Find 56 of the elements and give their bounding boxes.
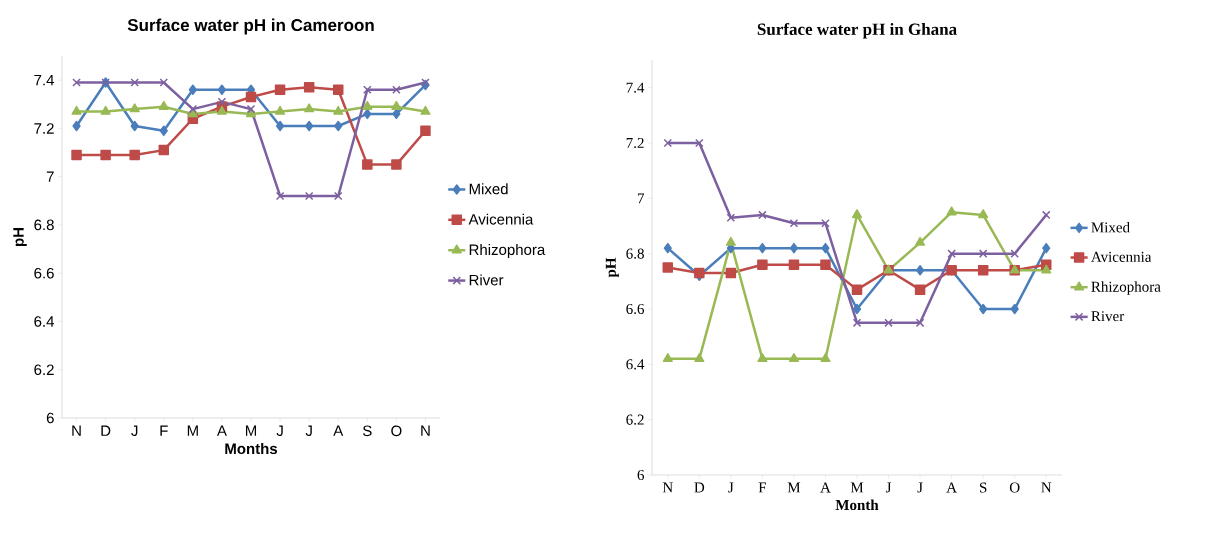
- y-tick-label: 6.2: [34, 364, 54, 376]
- x-tick-label: D: [101, 425, 111, 436]
- x-tick-label: J: [728, 482, 734, 493]
- x-axis-title: Month: [835, 499, 879, 511]
- legend-label: Rhizophora: [1091, 281, 1161, 295]
- y-tick-label: 7: [46, 171, 54, 182]
- y-tick-label: 6.6: [626, 303, 645, 315]
- y-tick-label: 6.8: [34, 219, 54, 231]
- legend-label: Mixed: [1091, 221, 1130, 233]
- x-tick-label: S: [362, 425, 372, 437]
- chart-title: Surface water pH in Ghana: [757, 22, 957, 39]
- x-tick-label: J: [305, 425, 312, 436]
- legend-label: Mixed: [469, 183, 508, 195]
- x-tick-label: J: [917, 482, 923, 493]
- legend-label: Avicennia: [1091, 251, 1152, 262]
- x-tick-label: N: [662, 482, 673, 493]
- x-tick-label: F: [758, 482, 767, 493]
- legend-label: River: [1091, 311, 1125, 322]
- x-tick-label: M: [187, 425, 198, 436]
- x-tick-label: A: [946, 482, 957, 493]
- chart-title: Surface water pH in Cameroon: [127, 18, 374, 35]
- x-tick-label: J: [276, 425, 283, 436]
- y-tick-label: 6: [637, 469, 645, 481]
- legend-label: Rhizophora: [469, 244, 546, 258]
- x-tick-label: N: [1041, 482, 1052, 493]
- y-tick-label: 7.2: [34, 123, 54, 134]
- x-tick-label: O: [391, 425, 402, 437]
- x-tick-label: M: [245, 425, 257, 436]
- y-axis-title: pH: [13, 228, 27, 247]
- y-tick-label: 6.6: [34, 267, 54, 279]
- x-tick-label: N: [72, 425, 81, 436]
- x-tick-label: F: [160, 425, 168, 436]
- x-tick-label: D: [694, 482, 705, 493]
- y-tick-label: 7.4: [626, 82, 645, 93]
- y-tick-label: 7: [637, 193, 645, 204]
- x-tick-label: S: [980, 482, 987, 493]
- x-tick-label: M: [787, 482, 801, 493]
- x-tick-label: J: [885, 482, 892, 493]
- legend-label: Avicennia: [468, 213, 534, 225]
- x-tick-label: M: [850, 482, 864, 493]
- x-tick-label: J: [131, 425, 138, 436]
- x-tick-label: A: [820, 482, 831, 493]
- x-tick-label: A: [216, 425, 227, 436]
- y-tick-label: 6.2: [626, 414, 644, 425]
- legend-label: River: [469, 274, 504, 286]
- y-tick-label: 6: [46, 412, 54, 424]
- y-tick-label: 7.4: [34, 74, 55, 86]
- y-tick-label: 7.2: [626, 137, 644, 149]
- x-tick-label: O: [1009, 482, 1020, 493]
- y-tick-label: 6.8: [626, 248, 644, 259]
- y-tick-label: 6.4: [34, 316, 55, 327]
- x-tick-label: A: [333, 425, 344, 436]
- x-tick-label: N: [421, 425, 430, 436]
- y-axis-title: pH: [605, 257, 619, 278]
- y-tick-label: 6.4: [626, 359, 645, 370]
- x-axis-title: Months: [225, 443, 278, 455]
